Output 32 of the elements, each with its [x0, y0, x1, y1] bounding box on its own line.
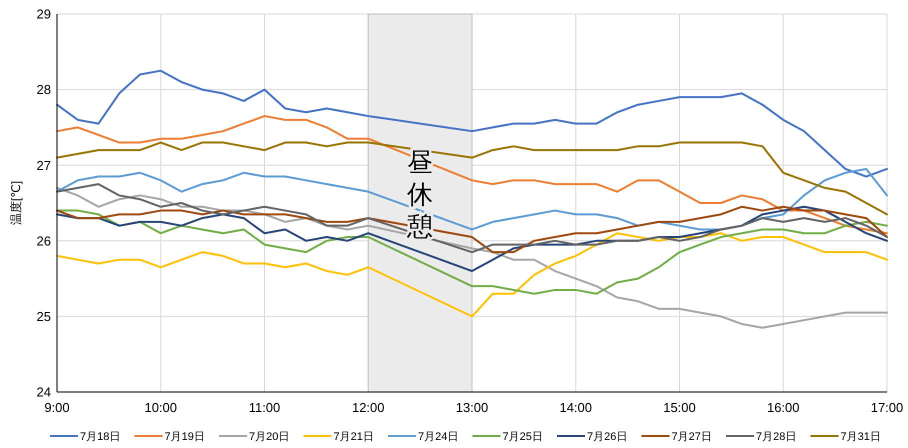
legend-label: 7月20日	[249, 430, 290, 443]
legend-label: 7月27日	[672, 430, 712, 443]
legend-label: 7月19日	[164, 430, 205, 443]
x-tick-label: 16:00	[766, 400, 800, 415]
x-tick-label: 15:00	[663, 400, 696, 415]
legend-label: 7月21日	[334, 430, 374, 443]
legend-label: 7月28日	[756, 430, 796, 443]
x-tick-label: 13:00	[456, 400, 488, 415]
line-series	[56, 183, 888, 254]
legend-label: 7月18日	[80, 430, 120, 443]
legend-label: 7月31日	[840, 430, 881, 443]
x-tick-label: 11:00	[248, 400, 280, 415]
x-tick-label: 14:00	[559, 400, 592, 415]
y-tick-label: 25	[36, 308, 51, 324]
x-tick-label: 17:00	[870, 400, 904, 415]
y-tick-label: 28	[36, 82, 51, 98]
legend-label: 7月25日	[502, 430, 543, 443]
x-tick-label: 10:00	[144, 400, 178, 415]
y-tick-label: 24	[36, 384, 51, 400]
x-tick-label: 9:00	[44, 400, 70, 415]
y-tick-label: 29	[36, 6, 51, 22]
line-series	[56, 206, 888, 254]
line-series	[56, 206, 888, 272]
legend-label: 7月26日	[587, 430, 628, 443]
line-series	[56, 210, 888, 295]
line-series	[56, 142, 888, 216]
x-tick-label: 12:00	[352, 400, 385, 415]
y-axis-title: 温度[℃]	[9, 180, 23, 226]
y-tick-label: 26	[36, 233, 51, 248]
legend-label: 7月24日	[418, 430, 458, 443]
line-series	[56, 70, 888, 178]
y-tick-label: 27	[36, 158, 51, 173]
